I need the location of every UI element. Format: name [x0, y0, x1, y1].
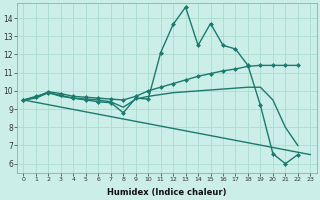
X-axis label: Humidex (Indice chaleur): Humidex (Indice chaleur) — [107, 188, 227, 197]
